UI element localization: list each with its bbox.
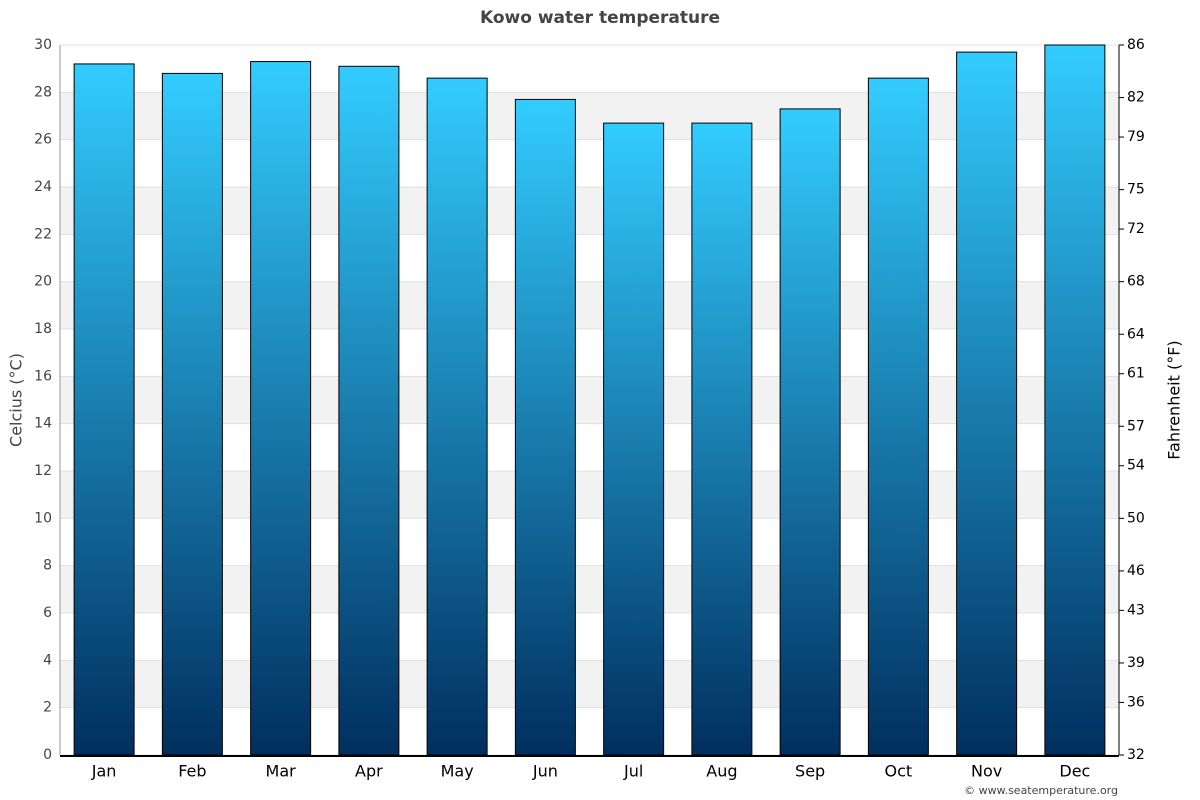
y2-axis-label: Fahrenheit (°F): [1165, 340, 1184, 459]
y2-tick-label: 72: [1127, 221, 1145, 237]
bar: [1044, 44, 1106, 756]
x-tick-label: Jan: [91, 762, 117, 781]
y-tick-label: 8: [43, 558, 52, 574]
y2-tick-label: 54: [1127, 458, 1145, 474]
bar: [691, 122, 753, 756]
grid-band: [60, 660, 1119, 708]
y2-tick-label: 50: [1127, 510, 1145, 526]
bar: [867, 77, 929, 756]
x-tick-label: Jul: [623, 762, 643, 781]
y-tick-label: 2: [43, 700, 52, 716]
y-tick-label: 14: [34, 416, 52, 432]
y-tick-label: 28: [34, 84, 52, 100]
y-tick-label: 12: [34, 463, 52, 479]
grid-band: [60, 376, 1119, 424]
y2-tick-label: 39: [1127, 655, 1145, 671]
bar: [956, 51, 1018, 756]
y-tick-label: 20: [34, 274, 52, 290]
grid-band: [60, 565, 1119, 613]
grid-band: [60, 92, 1119, 140]
y2-tick-label: 46: [1127, 563, 1145, 579]
y2-tick-label: 86: [1127, 37, 1145, 53]
y2-tick-label: 75: [1127, 182, 1145, 198]
x-tick-label: Apr: [355, 762, 383, 781]
x-tick-label: Nov: [971, 762, 1002, 781]
bar: [338, 65, 400, 756]
y-tick-label: 30: [34, 37, 52, 53]
y-tick-label: 26: [34, 132, 52, 148]
y-tick-label: 10: [34, 510, 52, 526]
x-tick-label: Jun: [532, 762, 558, 781]
bar: [250, 61, 312, 756]
y2-tick-label: 43: [1127, 602, 1145, 618]
y-tick-label: 18: [34, 321, 52, 337]
x-tick-label: Oct: [885, 762, 913, 781]
y2-tick-label: 36: [1127, 694, 1145, 710]
y-tick-label: 4: [43, 652, 52, 668]
y2-tick-label: 32: [1127, 747, 1145, 763]
y2-tick-label: 64: [1127, 326, 1145, 342]
y-tick-label: 0: [43, 747, 52, 763]
grid-band: [60, 281, 1119, 329]
y-tick-label: 24: [34, 179, 52, 195]
x-tick-label: Aug: [706, 762, 737, 781]
bar: [73, 63, 135, 756]
y2-tick-label: 68: [1127, 274, 1145, 290]
bar: [426, 77, 488, 756]
y2-tick-label: 61: [1127, 366, 1145, 382]
grid-band: [60, 187, 1119, 235]
grid-band: [60, 471, 1119, 519]
x-tick-label: May: [441, 762, 474, 781]
y-tick-label: 6: [43, 605, 52, 621]
credit: © www.seatemperature.org: [964, 784, 1118, 797]
y-tick-label: 22: [34, 226, 52, 242]
y-tick-label: 16: [34, 368, 52, 384]
bar: [514, 98, 576, 756]
x-tick-label: Dec: [1059, 762, 1090, 781]
bar: [603, 122, 665, 756]
bar: [779, 108, 841, 756]
y2-tick-label: 57: [1127, 418, 1145, 434]
x-tick-label: Feb: [178, 762, 206, 781]
y-axis-label: Celcius (°C): [7, 353, 26, 447]
x-tick-label: Sep: [795, 762, 825, 781]
y2-tick-label: 82: [1127, 90, 1145, 106]
chart-title: Kowo water temperature: [480, 8, 720, 28]
y2-tick-label: 79: [1127, 129, 1145, 145]
x-tick-label: Mar: [266, 762, 297, 781]
bar: [161, 72, 223, 756]
